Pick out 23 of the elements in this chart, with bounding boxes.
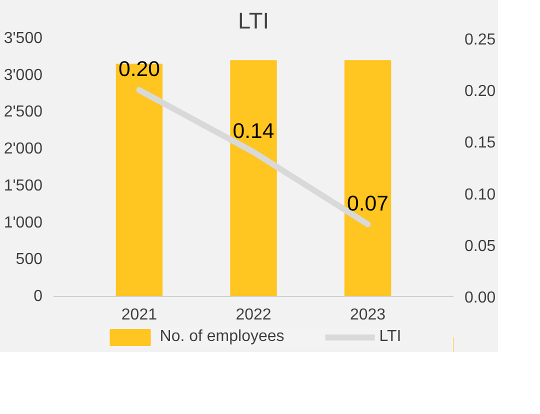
y-tick-label: 1'500 xyxy=(4,177,43,194)
x-tick-label: 2021 xyxy=(121,306,158,324)
x-tick-label: 2023 xyxy=(350,306,386,324)
data-label: 0.14 xyxy=(232,119,274,144)
y-tick-label: 0 xyxy=(34,288,43,305)
y2-tick-label: 0.15 xyxy=(464,134,496,152)
chart-title: LTI xyxy=(238,8,270,34)
y-tick-label: 2'000 xyxy=(4,140,43,158)
data-label: 0.20 xyxy=(118,57,160,82)
y-tick-label: 1'000 xyxy=(4,214,43,232)
y2-tick-label: 0.00 xyxy=(464,290,496,306)
y2-tick-label: 0.20 xyxy=(464,83,496,100)
y2-tick-label: 0.10 xyxy=(464,186,496,204)
legend-label: LTI xyxy=(379,328,402,346)
y-tick-label: 2'500 xyxy=(4,104,43,121)
y2-tick-label: 0.25 xyxy=(464,32,496,48)
y-tick-label: 3'000 xyxy=(4,66,43,84)
x-tick-label: 2022 xyxy=(236,306,272,324)
y-tick-label: 3'500 xyxy=(4,30,43,47)
y-tick-label: 500 xyxy=(16,251,43,268)
legend-label: No. of employees xyxy=(160,328,284,346)
y2-tick-label: 0.05 xyxy=(464,238,496,255)
data-label: 0.07 xyxy=(347,191,389,216)
